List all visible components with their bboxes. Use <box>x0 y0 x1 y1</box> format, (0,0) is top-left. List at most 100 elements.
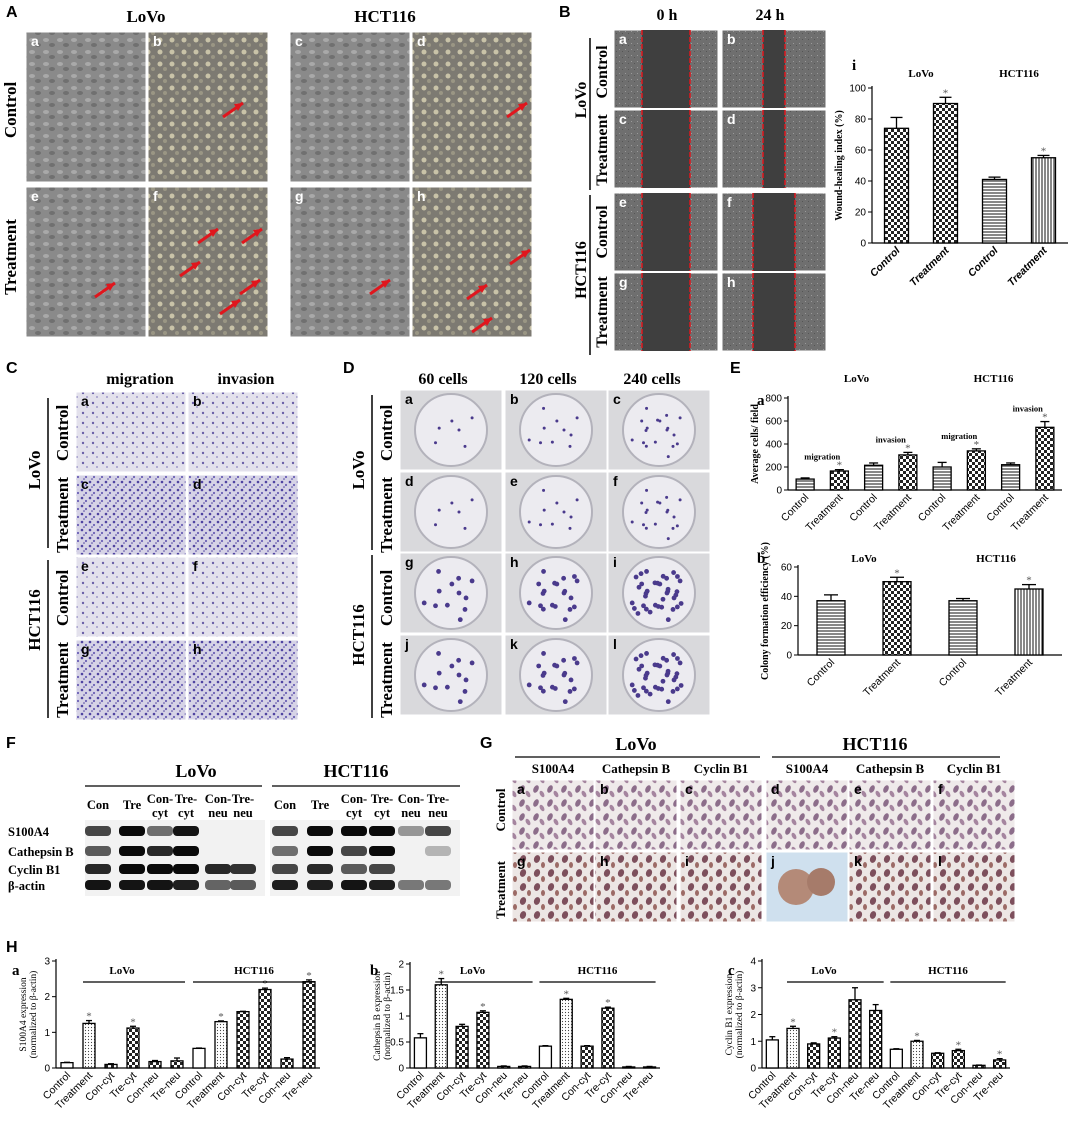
colony-dot <box>678 416 682 420</box>
blot-band <box>85 846 111 856</box>
significance-star: * <box>974 439 980 451</box>
blot-band <box>85 880 111 890</box>
colony-dot <box>571 604 577 610</box>
blot-band <box>369 864 395 874</box>
y-tick-label: 0 <box>398 1064 404 1075</box>
colony-dot <box>433 603 438 609</box>
bar <box>981 178 1008 244</box>
colony-dot <box>656 500 660 504</box>
panel-g-sublabel-g: g <box>517 853 526 869</box>
colony-dot <box>541 569 546 574</box>
panel-g-image-a <box>511 779 595 851</box>
colony-dot <box>457 428 461 432</box>
blot-protein-label: Cyclin B1 <box>8 863 60 877</box>
y-tick-label: 1 <box>398 1012 404 1023</box>
colony-dot <box>674 589 680 595</box>
colony-dot <box>456 672 462 678</box>
y-tick-label: 20 <box>855 208 867 219</box>
bar <box>795 478 815 491</box>
blot-lane-label: Con- <box>205 792 231 806</box>
bar <box>497 1065 511 1069</box>
y-tick-label: 3 <box>750 983 756 994</box>
blot-band <box>119 826 145 836</box>
panel-letter-f: F <box>6 735 16 752</box>
panel-c-image-a <box>75 391 187 473</box>
panel-b-sublabel-a: a <box>619 31 627 47</box>
panel-b: B 0 h 24 h LoVo HCT116 Control Treatment… <box>559 4 827 355</box>
panel-b-sublabel-f: f <box>727 194 732 210</box>
panel-c-image-c <box>75 474 187 556</box>
chart-letter: b <box>370 963 378 979</box>
y-axis-label-2: (normalized to β-actin) <box>28 971 39 1059</box>
colony-dot <box>562 588 568 594</box>
panel-d-sublabel-k: k <box>510 636 518 652</box>
colony-dot <box>527 520 531 524</box>
chart-h-c: c 0 1 2 3 4 Cyclin B1 expression (normalized to… <box>725 957 1010 1112</box>
blot-lane-label: neu <box>428 806 448 820</box>
panel-a-image-f <box>147 186 269 338</box>
blot-lane-label: Con <box>87 798 109 812</box>
x-tick-label: Control <box>937 657 969 689</box>
bar <box>559 998 573 1069</box>
colony-dot <box>569 433 573 437</box>
panel-a-sublabel-d: d <box>417 33 426 49</box>
blot-lane-label: cyt <box>152 806 169 820</box>
colony-dot <box>647 609 653 615</box>
colony-dot <box>456 575 462 581</box>
panel-d-sublabel-b: b <box>510 391 519 407</box>
culture-plate <box>414 556 488 630</box>
panel-b-time-24h: 24 h <box>756 7 785 24</box>
blot-band <box>398 826 424 836</box>
colony-dot <box>658 501 662 505</box>
colony-dot <box>670 607 676 612</box>
wound-gap <box>642 193 690 271</box>
colony-dot <box>575 498 579 502</box>
significance-star: * <box>564 988 570 1000</box>
y-tick-label: 4 <box>750 957 756 968</box>
y-tick-label: 0 <box>750 1064 756 1075</box>
colony-dot <box>552 604 558 609</box>
panel-c-cell-hct116: HCT116 <box>25 589 44 650</box>
colony-dot <box>672 515 676 519</box>
panel-g-sublabel-l: l <box>938 853 942 869</box>
colony-dot <box>552 686 558 691</box>
panel-b-row-treatment-lovo: Treatment <box>594 114 611 186</box>
blot-protein-label: S100A4 <box>8 825 50 839</box>
y-tick-label: 100 <box>849 84 866 95</box>
y-tick-label: 60 <box>781 563 793 574</box>
colony-dot <box>542 488 546 492</box>
panel-c-row-control-lovo: Control <box>53 405 72 462</box>
panel-c-col-invasion: invasion <box>218 371 275 388</box>
culture-plate <box>622 475 696 549</box>
y-tick-label: 1.5 <box>390 986 404 997</box>
colony-dot <box>536 663 542 669</box>
bar <box>60 1062 74 1069</box>
blot-lane-label: cyt <box>178 806 195 820</box>
blot-band <box>173 864 199 874</box>
culture-plate <box>622 556 696 630</box>
bar <box>476 1011 490 1069</box>
colony-dot <box>660 596 666 602</box>
panel-g-stain-label: S100A4 <box>532 761 575 776</box>
blot-band <box>398 880 424 890</box>
panel-c-row-treatment-hct: Treatment <box>53 642 72 718</box>
panel-a-sublabel-e: e <box>31 188 39 204</box>
panel-d-sublabel-l: l <box>613 636 617 652</box>
panel-g-sublabel-h: h <box>600 853 609 869</box>
x-tick-label: Control <box>916 492 948 524</box>
colony-dot <box>665 668 671 674</box>
blot-band <box>369 880 395 890</box>
x-tick-label: Treatment <box>1009 492 1051 534</box>
red-arrow-head-icon <box>191 262 200 270</box>
blot-band <box>205 880 231 890</box>
x-tick-label: Control <box>847 492 879 524</box>
colony-dot <box>457 699 463 705</box>
panel-g-sublabel-b: b <box>600 781 609 797</box>
bar <box>883 127 910 244</box>
blot-band <box>341 864 367 874</box>
panel-c-image-e <box>75 556 187 638</box>
bar <box>765 1039 779 1069</box>
panel-a-sublabel-f: f <box>153 188 158 204</box>
panel-a-row-control: Control <box>1 82 20 139</box>
x-tick-label: Control <box>805 657 837 689</box>
